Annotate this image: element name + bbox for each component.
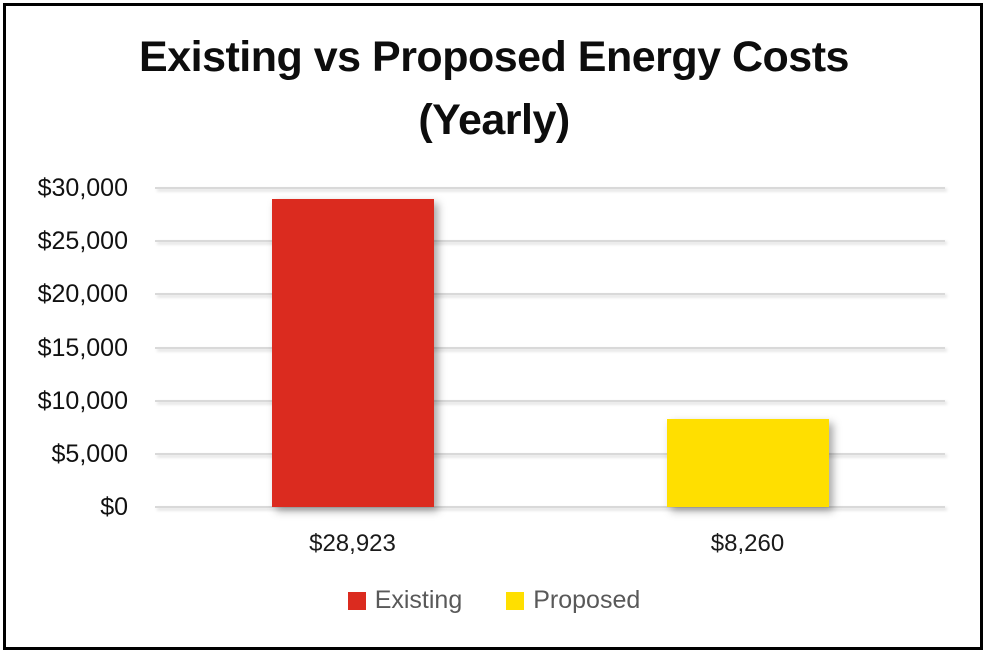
gridline (155, 452, 945, 455)
legend-label-proposed: Proposed (533, 586, 641, 614)
legend-label-existing: Existing (374, 586, 463, 614)
y-axis-tick-label: $10,000 (37, 386, 128, 415)
legend-item-existing: Existing (347, 586, 463, 614)
y-axis-tick-label: $30,000 (37, 174, 128, 202)
gridline (155, 293, 945, 296)
y-axis-tick-label: $15,000 (37, 333, 128, 362)
gridline (155, 506, 945, 508)
y-axis-tick-label: $25,000 (37, 227, 128, 256)
gridline (155, 240, 945, 243)
y-axis-tick-label: $20,000 (37, 280, 128, 309)
gridline (155, 399, 945, 402)
gridline (155, 346, 945, 349)
category-label-existing: $28,923 (309, 530, 396, 557)
legend-swatch-existing-icon (347, 591, 366, 610)
y-axis-tick-label: $5,000 (51, 439, 128, 468)
chart-title-line-2: (Yearly) (418, 96, 570, 144)
legend-item-proposed: Proposed (506, 588, 640, 613)
bar-proposed (666, 419, 829, 507)
category-label-proposed: $8,260 (710, 530, 785, 557)
chart-title-line-1: Existing vs Proposed Energy Costs (139, 33, 849, 81)
gridline (155, 187, 945, 189)
y-axis-tick-label: $0 (100, 493, 128, 521)
legend-swatch-proposed-icon (506, 591, 525, 610)
chart-border (3, 3, 983, 650)
bar-existing (271, 199, 434, 507)
chart-legend: Existing Proposed (0, 588, 988, 613)
chart-title: Existing vs Proposed Energy Costs (Yearl… (0, 26, 988, 152)
